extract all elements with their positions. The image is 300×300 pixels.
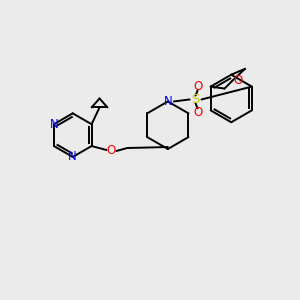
Text: N: N: [50, 118, 58, 131]
Text: O: O: [193, 106, 202, 119]
Text: N: N: [68, 150, 77, 164]
Text: S: S: [191, 93, 200, 106]
Text: O: O: [107, 145, 116, 158]
Text: O: O: [234, 74, 243, 87]
Text: N: N: [164, 95, 172, 108]
Text: O: O: [193, 80, 202, 93]
